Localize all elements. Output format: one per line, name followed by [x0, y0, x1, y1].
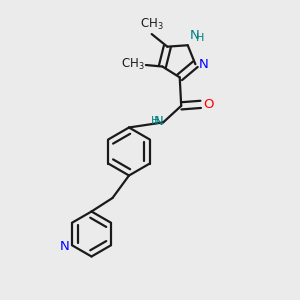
Text: N: N	[198, 58, 208, 71]
Text: H: H	[196, 33, 205, 43]
Text: N: N	[190, 29, 200, 42]
Text: O: O	[203, 98, 214, 111]
Text: N: N	[59, 240, 69, 253]
Text: CH$_3$: CH$_3$	[121, 57, 144, 72]
Text: CH$_3$: CH$_3$	[140, 16, 164, 32]
Text: H: H	[151, 116, 160, 127]
Text: N: N	[154, 115, 163, 128]
